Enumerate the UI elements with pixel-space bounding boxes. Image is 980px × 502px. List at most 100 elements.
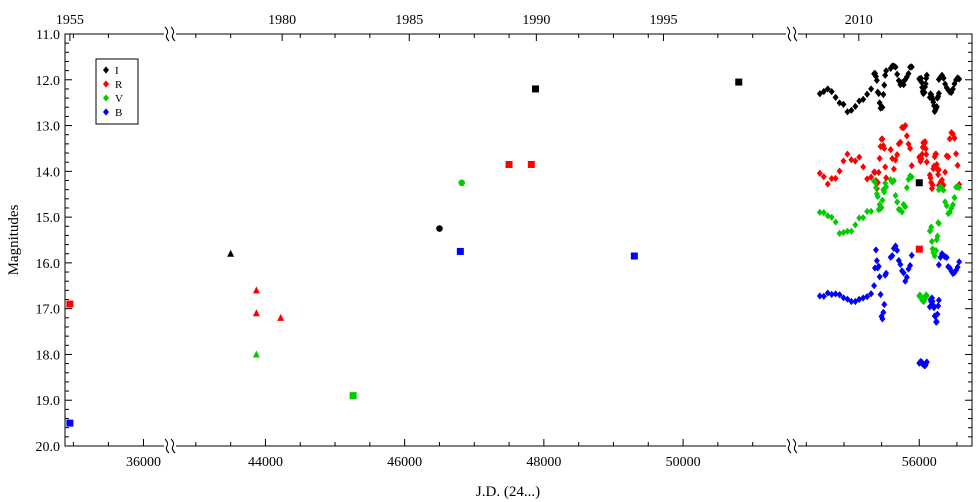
data-point-v-diamond <box>903 184 910 192</box>
data-point-v-diamond <box>908 173 915 181</box>
data-point-r-diamond <box>954 161 961 169</box>
data-point-v-diamond <box>844 227 851 235</box>
data-point-r-triangle <box>277 313 285 321</box>
data-point-b-diamond <box>935 261 942 269</box>
legend-marker-i <box>103 66 109 74</box>
x-tick-label-bottom: 56000 <box>902 455 937 470</box>
data-point-r-square <box>66 300 74 308</box>
data-point-v-diamond <box>864 207 871 216</box>
axis-break-gap <box>164 30 176 38</box>
data-point-i-diamond <box>940 74 947 82</box>
data-point-v-diamond <box>879 196 886 204</box>
data-point-i-triangle <box>227 249 235 257</box>
x-axis-title: J.D. (24...) <box>476 484 540 500</box>
data-point-b-diamond <box>879 315 886 323</box>
data-point-i-diamond <box>933 102 940 111</box>
data-point-b-diamond <box>929 297 936 305</box>
data-point-i-diamond <box>824 85 831 93</box>
data-point-v-diamond <box>832 218 839 226</box>
axis-break-mark <box>170 438 176 454</box>
data-point-b-diamond <box>836 291 843 299</box>
x-tick-label-top: 1980 <box>268 13 296 28</box>
data-point-r-diamond <box>890 165 897 173</box>
data-point-r-diamond <box>894 151 901 159</box>
data-point-b-diamond <box>856 295 863 303</box>
data-point-r-diamond <box>922 145 929 153</box>
data-point-v-triangle <box>252 350 260 358</box>
data-point-b-square <box>630 252 638 260</box>
data-point-v-diamond <box>899 208 906 216</box>
data-point-b-diamond <box>943 253 950 262</box>
data-point-r-diamond <box>856 153 863 161</box>
data-point-v-diamond <box>923 292 930 300</box>
data-point-r-diamond <box>919 150 926 158</box>
legend-marker-v <box>103 94 109 102</box>
data-point-b-diamond <box>897 260 904 268</box>
data-point-r-diamond <box>872 168 879 176</box>
data-point-b-diamond <box>895 256 902 265</box>
data-point-i-diamond <box>935 92 942 100</box>
x-tick-label-top: 1985 <box>395 13 423 28</box>
data-point-r-diamond <box>929 181 936 189</box>
y-tick-label: 13.0 <box>36 120 61 135</box>
data-points <box>66 62 963 427</box>
data-point-b-diamond <box>881 300 888 309</box>
data-point-i-square <box>735 78 743 86</box>
data-point-v-diamond <box>940 186 947 194</box>
data-point-r-diamond <box>945 153 952 161</box>
data-point-i-diamond <box>902 75 909 84</box>
data-point-r-diamond <box>933 150 940 158</box>
y-tick-label: 12.0 <box>36 74 61 89</box>
data-point-r-diamond <box>908 162 915 170</box>
data-point-i-diamond <box>852 102 859 111</box>
data-point-r-diamond <box>897 138 904 146</box>
x-tick-label-bottom: 48000 <box>526 455 561 470</box>
data-point-r-square <box>527 160 535 168</box>
legend-marker-r <box>103 80 109 88</box>
data-point-b-diamond <box>820 292 827 300</box>
data-point-b-diamond <box>908 251 915 259</box>
data-point-i-diamond <box>922 80 929 88</box>
data-point-b-diamond <box>902 277 909 285</box>
data-point-r-diamond <box>927 174 934 182</box>
x-tick-label-bottom: 50000 <box>666 455 701 470</box>
data-point-v-circle <box>458 179 466 187</box>
data-point-r-triangle <box>252 286 260 294</box>
y-tick-label: 16.0 <box>36 257 61 272</box>
data-point-r-diamond <box>923 158 930 166</box>
data-point-b-diamond <box>900 269 907 277</box>
axis-break-mark <box>786 26 792 42</box>
data-point-i-square <box>915 179 923 187</box>
data-point-v-diamond <box>816 208 823 216</box>
data-point-b-diamond <box>894 246 901 254</box>
data-point-i-diamond <box>892 63 899 71</box>
data-point-b-diamond <box>933 318 940 326</box>
data-point-b-diamond <box>880 308 887 317</box>
y-tick-label: 11.0 <box>36 28 60 43</box>
data-point-v-diamond <box>902 203 909 211</box>
data-point-v-diamond <box>935 219 942 228</box>
y-tick-label: 17.0 <box>36 303 61 318</box>
x-tick-label-top: 2010 <box>845 13 873 28</box>
x-tick-label-top: 1990 <box>522 13 550 28</box>
data-point-v-diamond <box>872 178 879 186</box>
data-point-r-diamond <box>824 180 831 188</box>
data-point-v-diamond <box>848 227 855 235</box>
data-point-i-diamond <box>930 102 937 110</box>
axis-break-mark <box>164 26 170 42</box>
plot-area-border <box>64 33 973 447</box>
data-point-i-diamond <box>820 87 827 96</box>
data-point-v-diamond <box>883 183 890 191</box>
legend-box <box>95 58 139 125</box>
data-point-i-diamond <box>956 75 963 83</box>
data-point-r-diamond <box>907 144 914 152</box>
data-point-b-diamond <box>875 262 882 270</box>
y-axis-title: Magnitudes <box>6 204 22 275</box>
data-point-v-diamond <box>872 184 879 192</box>
data-point-v-diamond <box>933 246 940 255</box>
data-point-i-diamond <box>860 95 867 103</box>
data-point-i-diamond <box>935 89 942 98</box>
data-point-b-diamond <box>816 292 823 300</box>
data-point-r-diamond <box>836 167 843 175</box>
